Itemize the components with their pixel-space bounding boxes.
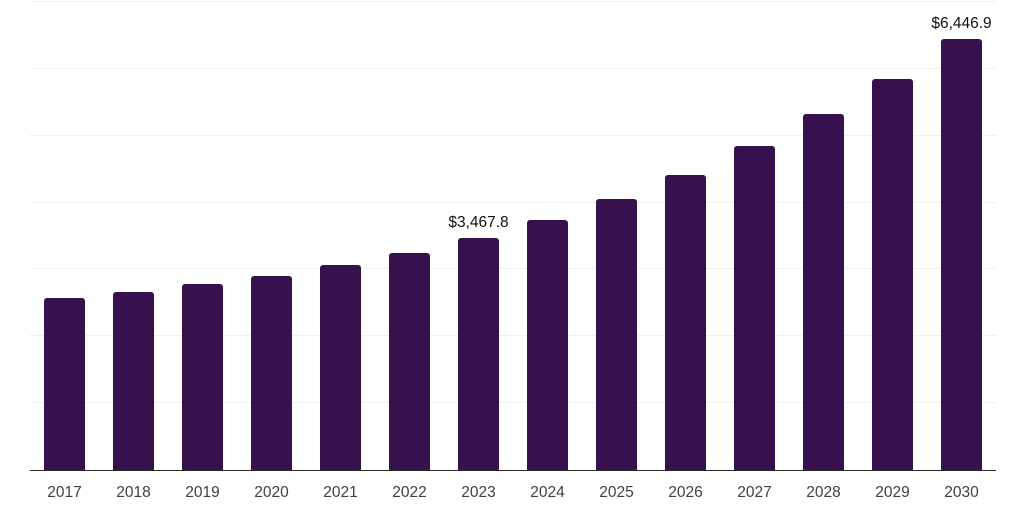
gridline bbox=[30, 1, 996, 2]
bar-2022[interactable] bbox=[389, 252, 430, 470]
bar-2023[interactable] bbox=[458, 238, 499, 470]
x-tick-2021: 2021 bbox=[323, 484, 358, 501]
bar-2027[interactable] bbox=[734, 146, 775, 470]
bar-2029[interactable] bbox=[872, 78, 913, 470]
data-label-2023: $3,467.8 bbox=[448, 214, 509, 232]
bar-2024[interactable] bbox=[527, 220, 568, 470]
gridline bbox=[30, 402, 996, 404]
plot-area: $3,467.8 $6,446.9 bbox=[30, 1, 996, 471]
gridline bbox=[30, 201, 996, 203]
bar-2021[interactable] bbox=[320, 264, 361, 470]
bar-2025[interactable] bbox=[596, 199, 637, 470]
x-tick-2028: 2028 bbox=[806, 484, 841, 501]
x-tick-2025: 2025 bbox=[599, 484, 634, 501]
x-tick-2030: 2030 bbox=[944, 484, 979, 501]
x-tick-2019: 2019 bbox=[185, 484, 220, 501]
x-tick-2020: 2020 bbox=[254, 484, 289, 501]
gridline bbox=[30, 67, 996, 69]
bar-2017[interactable] bbox=[44, 297, 85, 470]
x-tick-2023: 2023 bbox=[461, 484, 496, 501]
x-tick-2018: 2018 bbox=[116, 484, 151, 501]
x-tick-2024: 2024 bbox=[530, 484, 565, 501]
gridline bbox=[30, 335, 996, 337]
x-axis-tick-labels: 2017 2018 2019 2020 2021 2022 2023 2024 2025 2026… bbox=[30, 470, 996, 502]
bar-2018[interactable] bbox=[113, 291, 154, 470]
gridline bbox=[30, 268, 996, 270]
x-tick-2026: 2026 bbox=[668, 484, 703, 501]
bar-2028[interactable] bbox=[803, 113, 844, 470]
x-tick-2017: 2017 bbox=[47, 484, 82, 501]
gridline bbox=[30, 134, 996, 136]
bar-2026[interactable] bbox=[665, 174, 706, 470]
bar-2030[interactable] bbox=[941, 38, 982, 470]
bar-2019[interactable] bbox=[182, 283, 223, 470]
x-tick-2027: 2027 bbox=[737, 484, 772, 501]
bar-2020[interactable] bbox=[251, 275, 292, 470]
x-tick-2022: 2022 bbox=[392, 484, 427, 501]
data-label-2030: $6,446.9 bbox=[931, 14, 992, 32]
x-tick-2029: 2029 bbox=[875, 484, 910, 501]
